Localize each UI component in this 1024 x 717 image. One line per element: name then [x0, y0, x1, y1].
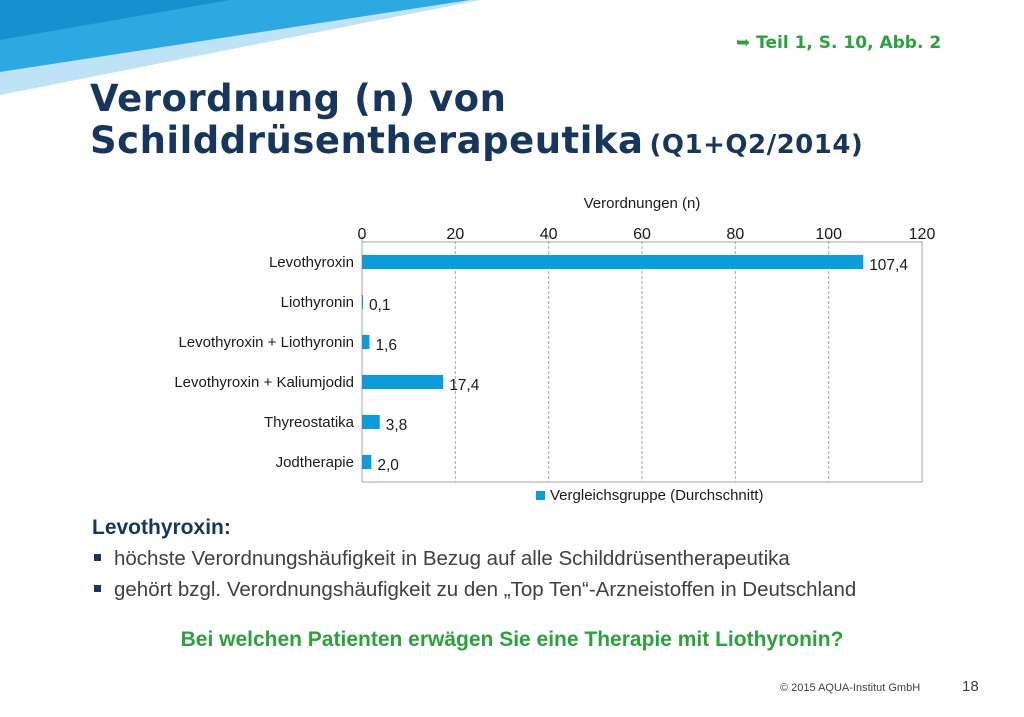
title-main: Schilddrüsentherapeutika: [90, 119, 644, 162]
bullet-text: höchste Verordnungshäufigkeit in Bezug a…: [114, 547, 790, 570]
notes-list: höchste Verordnungshäufigkeit in Bezug a…: [92, 543, 992, 605]
bar: [362, 415, 380, 429]
data-label: 1,6: [375, 337, 397, 354]
square-bullet-icon: [94, 585, 101, 592]
chart-canvas: Verordnungen (n) 0 20 40 60 80 100 120 Levothyro…: [174, 195, 936, 504]
header-decoration: [0, 0, 480, 95]
discussion-question: Bei welchen Patienten erwägen Sie eine T…: [180, 628, 844, 651]
legend-label: Vergleichsgruppe (Durchschnitt): [550, 487, 763, 504]
page-title: Verordnung (n) von Schilddrüsentherapeut…: [90, 78, 863, 166]
notes-heading: Levothyroxin:: [92, 516, 231, 539]
x-tick-label: 100: [815, 226, 842, 243]
bar: [362, 295, 363, 309]
category-label: Levothyroxin + Liothyronin: [178, 334, 354, 351]
page-number: 18: [962, 678, 979, 695]
plot-frame: [361, 241, 923, 483]
title-period: (Q1+Q2/2014): [649, 130, 864, 160]
x-tick-label: 60: [633, 226, 651, 243]
square-bullet-icon: [94, 554, 101, 561]
figure-reference: ➥ Teil 1, S. 10, Abb. 2: [736, 33, 942, 53]
bar: [362, 255, 864, 269]
category-label: Levothyroxin + Kaliumjodid: [174, 374, 354, 391]
x-tick-label: 120: [909, 226, 936, 243]
category-label: Jodtherapie: [276, 454, 354, 471]
legend-swatch: [536, 491, 545, 500]
copyright: © 2015 AQUA-Institut GmbH: [780, 682, 921, 694]
list-item: gehört bzgl. Verordnungshäufigkeit zu de…: [92, 574, 992, 605]
title-line-2: Schilddrüsentherapeutika (Q1+Q2/2014): [90, 120, 863, 166]
x-tick-label: 80: [726, 226, 744, 243]
data-label: 17,4: [449, 377, 480, 394]
bar: [362, 375, 444, 389]
notes-section: Levothyroxin: höchste Verordnungshäufigk…: [92, 515, 992, 605]
data-label: 2,0: [377, 457, 399, 474]
x-axis-title: Verordnungen (n): [584, 195, 701, 212]
category-label: Thyreostatika: [264, 414, 355, 431]
category-label: Liothyronin: [281, 294, 354, 311]
x-tick-label: 40: [540, 226, 558, 243]
bar: [362, 335, 370, 349]
x-tick-label: 0: [358, 226, 367, 243]
bar: [362, 455, 372, 469]
bullet-text: gehört bzgl. Verordnungshäufigkeit zu de…: [114, 578, 857, 601]
data-label: 3,8: [386, 417, 408, 434]
x-tick-label: 20: [446, 226, 464, 243]
data-label: 107,4: [869, 257, 908, 274]
category-label: Levothyroxin: [269, 254, 354, 271]
bar-chart: Verordnungen (n) 0 20 40 60 80 100 120 Levothyro…: [100, 190, 960, 515]
title-line-1: Verordnung (n) von: [90, 77, 507, 120]
list-item: höchste Verordnungshäufigkeit in Bezug a…: [92, 543, 992, 574]
data-label: 0,1: [369, 297, 391, 314]
